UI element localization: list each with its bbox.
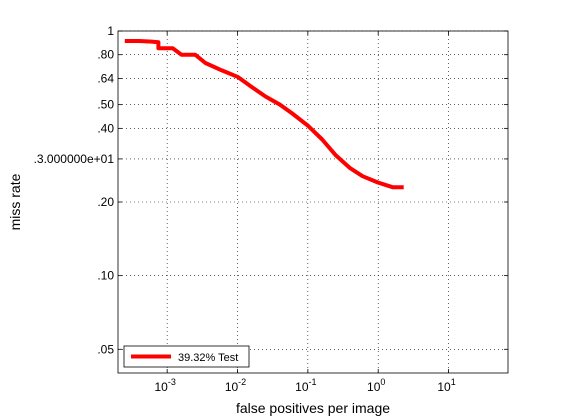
y-tick-label: .64 (97, 71, 114, 85)
series-layer (124, 39, 404, 190)
y-tick-label: .80 (97, 48, 114, 62)
y-tick-label: .40 (97, 121, 114, 135)
x-axis-title: false positives per image (236, 400, 390, 416)
y-tick-label: .3.000000e+01 (34, 152, 115, 166)
tick-labels: 10-3 10-2 10-1 100 101 1 .80 .64 .50 .40 .3.000000… (34, 24, 456, 394)
y-axis-title: miss rate (7, 173, 23, 230)
ticks (118, 30, 508, 373)
x-tick-label: 100 (367, 377, 385, 394)
y-tick-label: .50 (97, 98, 114, 112)
legend: 39.32% Test (123, 345, 250, 368)
legend-box (123, 345, 250, 368)
x-tick-label: 10-1 (295, 377, 316, 394)
y-tick-label: .10 (97, 269, 114, 283)
plot-area (118, 31, 508, 373)
y-tick-label: .05 (97, 342, 114, 356)
series-line (124, 39, 404, 190)
x-tick-label: 10-2 (225, 377, 246, 394)
x-tick-label: 10-3 (154, 377, 175, 394)
legend-label: 39.32% Test (178, 352, 238, 364)
y-tick-label: .20 (97, 195, 114, 209)
x-tick-label: 101 (437, 377, 455, 394)
y-tick-label: 1 (107, 24, 114, 38)
